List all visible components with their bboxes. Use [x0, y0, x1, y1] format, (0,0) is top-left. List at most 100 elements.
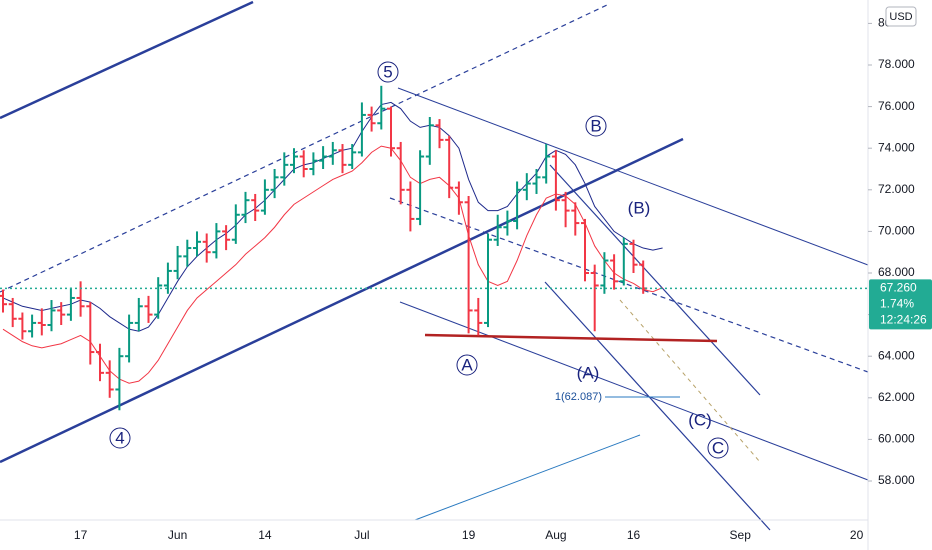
y-tick-label: 74.000	[878, 140, 915, 154]
wave-circle	[377, 61, 399, 83]
y-tick-label: 62.000	[878, 390, 915, 404]
ohlc-bar	[212, 223, 221, 259]
ohlc-bar	[231, 204, 240, 244]
wave-label: A	[461, 355, 473, 374]
x-tick-label: 19	[462, 528, 476, 542]
currency-label: USD	[889, 11, 912, 23]
ohlc-bar	[513, 181, 522, 230]
x-tick-label: 20	[850, 528, 864, 542]
ohlc-bar	[260, 179, 269, 215]
wave-label: C	[712, 438, 724, 457]
ohlc-bar	[396, 141, 405, 205]
ohlc-bar	[493, 214, 502, 246]
ohlc-bar	[173, 245, 182, 280]
y-tick-label: 76.000	[878, 99, 915, 113]
ohlc-bar	[629, 239, 638, 273]
y-tick-label: 60.000	[878, 432, 915, 446]
ohlc-bar	[367, 106, 376, 132]
x-tick-label: Aug	[545, 528, 566, 542]
ohlc-bar	[328, 141, 337, 165]
price-tag-change: 1.74%	[880, 297, 914, 311]
ohlc-bar	[154, 277, 163, 319]
x-tick-label: Sep	[730, 528, 752, 542]
ohlc-bar	[18, 312, 27, 340]
wave-circle	[109, 427, 131, 449]
wave-label: 4	[115, 428, 124, 447]
trend-line	[397, 87, 869, 266]
ohlc-bar	[600, 252, 609, 294]
trend-line	[414, 434, 641, 521]
y-tick-label: 72.000	[878, 182, 915, 196]
y-tick-label: 68.000	[878, 265, 915, 279]
y-tick-label: 64.000	[878, 348, 915, 362]
ohlc-bar	[202, 233, 211, 263]
ohlc-bar	[571, 202, 580, 236]
ohlc-bar	[222, 225, 231, 251]
ohlc-bar	[338, 144, 347, 174]
ohlc-bar	[193, 231, 201, 257]
projection-line	[619, 299, 761, 463]
trend-line	[544, 281, 771, 531]
ohlc-bar	[357, 102, 366, 157]
ohlc-bar	[406, 181, 415, 232]
ohlc-bar	[503, 210, 512, 236]
x-tick-label: 14	[258, 528, 272, 542]
ohlc-bar	[435, 119, 444, 149]
ohlc-bar	[561, 191, 570, 228]
wave-labels: 5 B (B) A (A) 4 (C) C 1(62.087)	[109, 61, 729, 459]
ohlc-bar	[144, 295, 153, 323]
wave-label: B	[590, 116, 601, 135]
ohlc-bar	[37, 308, 46, 336]
ohlc-bar	[183, 239, 192, 267]
ohlc-bar	[581, 218, 589, 282]
x-tick-label: 16	[627, 528, 641, 542]
price-tag-value: 67.260	[880, 281, 917, 295]
price-tag	[869, 279, 932, 330]
ohlc-bar	[96, 343, 104, 382]
wave-circle	[707, 437, 729, 459]
channel-line	[0, 4, 608, 293]
currency-badge	[885, 6, 917, 27]
ohlc-bar	[309, 152, 318, 176]
ohlc-bar	[474, 297, 483, 336]
ohlc-bar	[484, 233, 492, 328]
ohlc-bar	[115, 347, 124, 411]
ohlc-bar	[66, 287, 75, 321]
wave-label: (A)	[577, 363, 600, 382]
trend-line	[549, 164, 761, 396]
ohlc-bar	[532, 169, 541, 194]
ohlc-bar	[348, 144, 357, 169]
ohlc-bar	[280, 152, 289, 186]
y-tick-label: 58.000	[878, 473, 915, 487]
channel-line	[389, 197, 869, 373]
price-tag-countdown: 12:24:26	[880, 313, 927, 327]
x-tick-label: Jun	[168, 528, 187, 542]
ohlc-bar	[425, 117, 434, 165]
ohlc-bar	[28, 314, 37, 338]
ohlc-bar	[47, 300, 56, 332]
wave-label: 5	[383, 62, 392, 81]
ohlc-bar	[125, 314, 134, 363]
ohlc-bar	[134, 297, 143, 332]
ohlc-bar	[551, 150, 560, 211]
ohlc-bar	[542, 144, 551, 184]
support-line	[424, 333, 718, 343]
trend-line	[0, 0, 254, 120]
ohlc-bar	[290, 148, 298, 174]
ohlc-bar	[454, 181, 463, 215]
ohlc-bar	[299, 150, 308, 178]
wave-label: (B)	[628, 198, 651, 217]
ohlc-bar	[416, 150, 425, 226]
ohlc-bar	[610, 254, 619, 290]
ohlc-bar	[319, 146, 328, 169]
ohlc-bar	[619, 237, 628, 286]
ohlc-bar	[241, 191, 250, 224]
ohlc-bar	[387, 106, 395, 157]
ohlc-bar	[445, 135, 454, 199]
wave-circle	[585, 115, 607, 137]
trend-line	[0, 137, 684, 464]
x-tick-label: 17	[74, 528, 88, 542]
ohlc-bar	[590, 264, 599, 332]
